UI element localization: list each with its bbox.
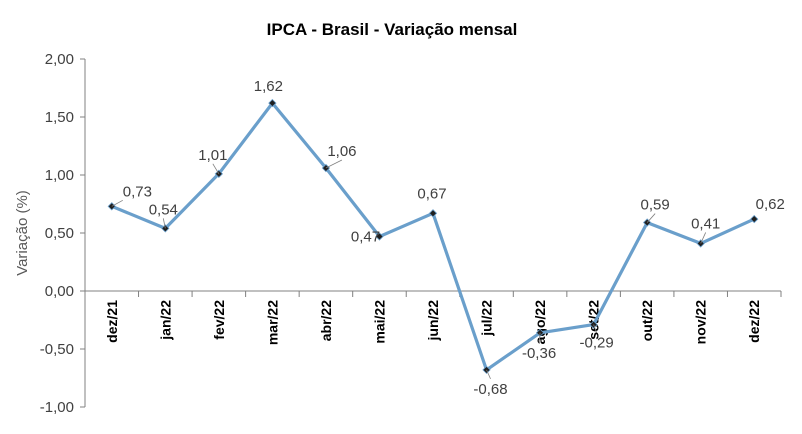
data-label-leader (646, 213, 656, 223)
x-tick-label: fev/22 (211, 300, 227, 340)
data-point (428, 209, 438, 218)
x-tick-label: nov/22 (693, 300, 709, 345)
data-label: 0,47 (351, 228, 380, 245)
y-axis-ticks: 2,00 1,50 1,00 0,50 0,00 -0,50 -1,00 (40, 51, 85, 416)
x-tick-label: dez/21 (104, 300, 120, 343)
x-tick-label: mar/22 (264, 300, 280, 345)
y-tick-label: 0,50 (45, 225, 74, 242)
x-tick-label: abr/22 (318, 300, 334, 341)
data-label: -0,29 (580, 335, 614, 352)
data-label: -0,68 (473, 381, 507, 398)
data-label: 0,62 (756, 196, 785, 213)
chart-title: IPCA - Brasil - Variação mensal (267, 20, 518, 39)
y-tick-label: 1,50 (45, 109, 74, 126)
data-point (696, 239, 705, 248)
y-tick-label: 2,00 (45, 51, 74, 68)
y-tick-label: -0,50 (40, 341, 74, 358)
data-label: 0,67 (417, 185, 446, 202)
x-tick-label: dez/22 (746, 300, 762, 343)
x-tick-label: jan/22 (157, 300, 173, 341)
data-label-leader (325, 159, 343, 169)
data-label: 0,41 (691, 215, 720, 232)
data-label: 1,01 (198, 147, 227, 164)
data-label-leader (486, 369, 491, 380)
data-label: -0,36 (522, 345, 556, 362)
data-label-leader (538, 332, 541, 343)
data-label: 0,54 (149, 201, 178, 218)
data-label-leader (212, 163, 220, 175)
x-tick-label: set/22 (586, 300, 602, 340)
y-axis-label: Variação (%) (14, 190, 31, 276)
data-label: 0,59 (641, 197, 670, 214)
y-tick-label: 1,00 (45, 167, 74, 184)
data-label-leader (111, 199, 123, 207)
y-tick-label: -1,00 (40, 399, 74, 416)
data-point (375, 232, 384, 241)
data-point (750, 214, 759, 224)
data-label: 0,73 (123, 183, 152, 200)
data-labels: 0,730,54 1,01 1,62 1,06 0,47 0,67 -0,68 -0,36 -0… (111, 78, 785, 398)
data-label-leader (162, 218, 166, 229)
data-label-leader (593, 324, 597, 333)
x-tick-label: jun/22 (425, 300, 441, 342)
x-tick-label: jul/22 (479, 300, 495, 337)
x-tick-label: out/22 (639, 300, 655, 341)
y-tick-label: 0,00 (45, 283, 74, 300)
data-label: 1,62 (254, 78, 283, 95)
data-point (268, 98, 277, 108)
data-label-leader (700, 232, 707, 244)
x-tick-label: mai/22 (371, 300, 387, 344)
data-label: 1,06 (327, 143, 356, 160)
x-axis-ticks: dez/21 jan/22 fev/22 mar/22 abr/22 mai/22 jun/… (84, 291, 782, 345)
